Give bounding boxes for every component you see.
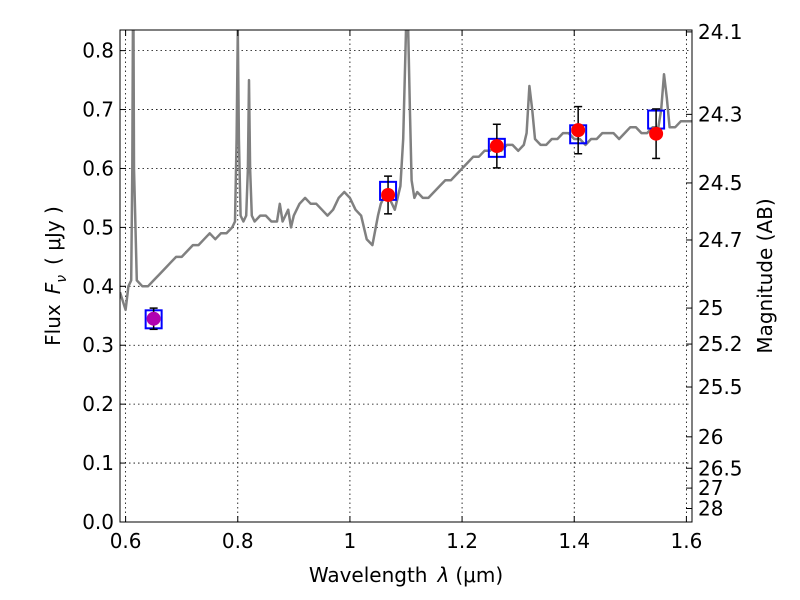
x-tick-label: 0.8 — [222, 529, 254, 553]
magnitude-tick-label: 25 — [698, 296, 723, 320]
photometry-point — [571, 105, 586, 155]
magnitude-tick-label: 24.3 — [698, 102, 743, 126]
data-marker — [381, 187, 396, 202]
y-tick-label: 0.4 — [82, 274, 114, 298]
x-tick-label: 1.2 — [446, 529, 478, 553]
y-tick-label: 0.2 — [82, 392, 114, 416]
magnitude-tick-label: 24.1 — [698, 20, 743, 44]
y-tick-label: 0.7 — [82, 98, 114, 122]
photometry-point — [381, 175, 396, 215]
magnitude-tick-label: 25.2 — [698, 332, 743, 356]
photometry-point — [489, 123, 504, 169]
x-tick-label: 1.4 — [558, 529, 590, 553]
axis-ticks: 0.6 0.8 1 1.2 1.4 1.6 0.0 0.1 0.2 0.3 0.4 0.5 0.6 0.7… — [82, 20, 742, 553]
plot-frame — [119, 29, 693, 523]
data-marker — [489, 139, 504, 154]
photometry-point — [649, 108, 664, 160]
magnitude-axis-label: Magnitude (AB) — [753, 198, 777, 353]
y-tick-label: 0.5 — [82, 215, 114, 239]
x-tick-label: 1 — [344, 529, 357, 553]
photometry-point — [146, 307, 161, 331]
x-tick-label: 0.6 — [110, 529, 142, 553]
y-tick-label: 0.0 — [82, 510, 114, 534]
magnitude-tick-label: 24.5 — [698, 171, 743, 195]
magnitude-tick-label: 28 — [698, 497, 723, 521]
data-marker — [146, 311, 161, 326]
y-tick-label: 0.6 — [82, 156, 114, 180]
magnitude-tick-label: 26 — [698, 425, 723, 449]
magnitude-tick-label: 24.7 — [698, 228, 743, 252]
y-axis-label: FluxFν( μJy ) — [41, 206, 70, 346]
data-marker — [649, 126, 664, 141]
y-tick-label: 0.8 — [82, 39, 114, 63]
x-tick-label: 1.6 — [670, 529, 702, 553]
y-tick-label: 0.3 — [82, 333, 114, 357]
magnitude-tick-label: 25.5 — [698, 375, 743, 399]
y-tick-label: 0.1 — [82, 451, 114, 475]
magnitude-tick-label: 26.5 — [698, 456, 743, 480]
data-points — [144, 105, 666, 331]
magnitude-tick-label: 27 — [698, 476, 723, 500]
x-axis-label: Wavelength λ (μm) — [309, 563, 503, 587]
data-marker — [571, 123, 586, 138]
grid — [120, 30, 692, 523]
